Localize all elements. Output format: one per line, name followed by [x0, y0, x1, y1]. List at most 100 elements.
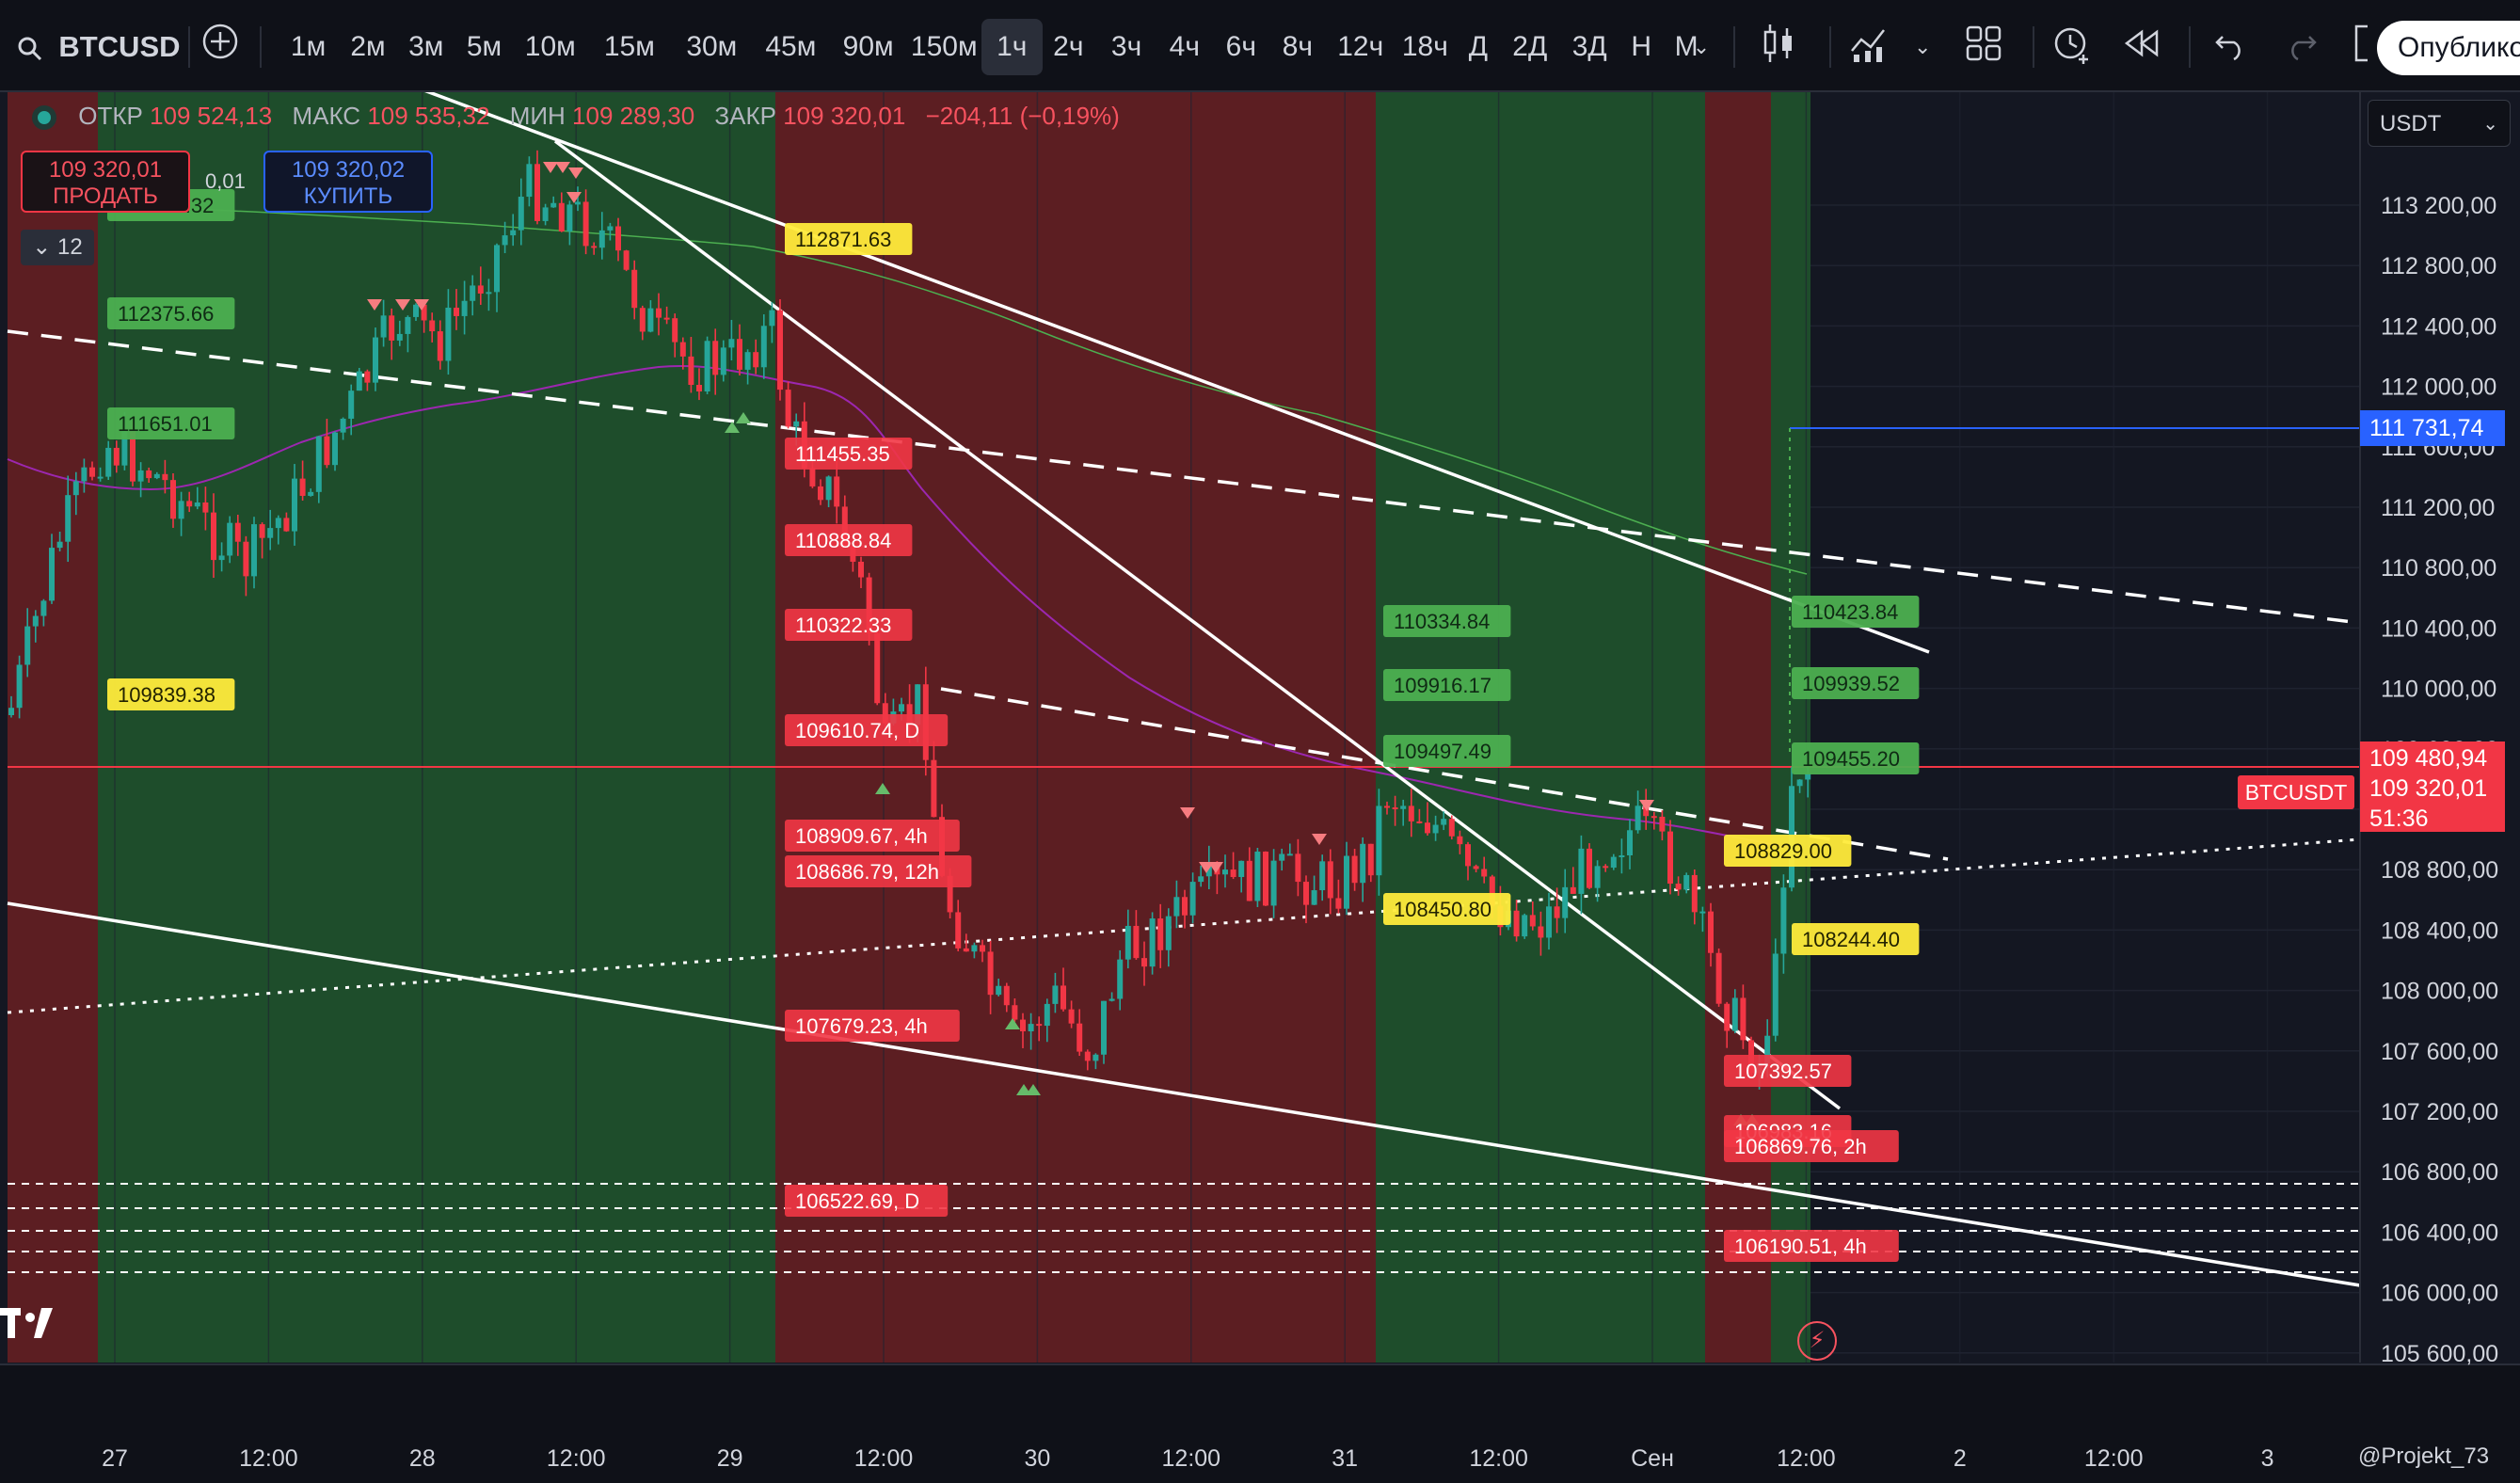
level-label-box	[785, 1185, 949, 1217]
publish-button[interactable]: Опубликовать	[2377, 21, 2520, 75]
timeframe-17[interactable]: 18ч	[1401, 31, 1448, 62]
level-label-text: 106869.76, 2h	[1734, 1135, 1867, 1158]
status-dot	[38, 111, 51, 125]
time-axis-label: 12:00	[239, 1445, 298, 1472]
currency-select[interactable]: USDT ⌄	[2368, 100, 2511, 147]
candle-body	[251, 524, 257, 577]
price-axis-label: 106 000,00	[2381, 1281, 2498, 1307]
candle-body	[72, 481, 79, 496]
collapse-indicators-button[interactable]: ⌄ 12	[21, 230, 94, 265]
timeframe-9[interactable]: 150м	[910, 31, 978, 62]
time-axis-label: 2	[1954, 1445, 1967, 1472]
timeframe-16[interactable]: 12ч	[1337, 31, 1384, 62]
fullscreen-icon[interactable]	[2351, 23, 2369, 75]
alert-clock-icon[interactable]	[2051, 23, 2093, 75]
timeframe-3[interactable]: 5м	[466, 31, 502, 62]
candle-body	[454, 307, 459, 316]
symbol-price-label: BTCUSDT	[2238, 775, 2354, 809]
candle-body	[32, 615, 39, 627]
timeframe-2[interactable]: 3м	[408, 31, 444, 62]
candle-body	[1659, 816, 1666, 832]
timeframe-22[interactable]: М	[1674, 31, 1699, 62]
candle-body	[1764, 1035, 1771, 1063]
candle-body	[874, 632, 881, 704]
candle-body	[421, 304, 427, 321]
chart-canvas[interactable]: 113100.32112375.66111651.01109839.381128…	[0, 92, 2520, 1483]
candle-body	[1457, 836, 1463, 845]
price-axis-label: 112 400,00	[2381, 313, 2496, 340]
timeframe-15[interactable]: 8ч	[1282, 31, 1314, 62]
timeframe-12[interactable]: 3ч	[1110, 31, 1142, 62]
candle-body	[1044, 1003, 1050, 1027]
candle-body	[1101, 1000, 1107, 1055]
candle-body	[542, 207, 549, 221]
trendline-dotted	[7, 837, 2361, 1014]
symbol-search[interactable]: BTCUSD	[17, 21, 181, 73]
undo-icon[interactable]	[2213, 26, 2247, 79]
candle-body	[598, 230, 605, 248]
replay-icon[interactable]	[2123, 24, 2161, 77]
timeframe-14[interactable]: 6ч	[1225, 31, 1256, 62]
redo-icon[interactable]	[2285, 26, 2319, 79]
candle-body	[1796, 779, 1803, 787]
candle-body	[1522, 915, 1528, 937]
timeframe-18[interactable]: Д	[1468, 31, 1489, 62]
timeframe-11[interactable]: 2ч	[1053, 31, 1084, 62]
candle-body	[550, 202, 557, 208]
timeframe-8[interactable]: 90м	[842, 31, 894, 62]
candle-body	[785, 390, 791, 427]
buy-button[interactable]: 109 320,02 КУПИТЬ	[263, 151, 433, 213]
tradingview-logo[interactable]	[0, 1306, 66, 1340]
level-label-text: 111651.01	[118, 412, 213, 436]
timeframe-13[interactable]: 4ч	[1169, 31, 1200, 62]
indicators-icon[interactable]	[1848, 23, 1890, 75]
level-label-box	[1792, 742, 1920, 774]
timeframe-7[interactable]: 45м	[765, 31, 817, 62]
timeframe-19[interactable]: 2Д	[1512, 31, 1548, 62]
lightning-icon[interactable]: ⚡	[1797, 1321, 1837, 1361]
candle-body	[202, 502, 209, 513]
candle-body	[234, 522, 241, 542]
red-zone	[8, 92, 98, 1363]
level-label-text: 109497.49	[1394, 740, 1491, 763]
price-axis-label: 106 400,00	[2381, 1220, 2498, 1246]
candle-body	[97, 476, 104, 479]
candle-body	[1068, 1009, 1075, 1024]
close-label: ЗАКР	[714, 102, 776, 130]
timeframe-10[interactable]: 1ч	[981, 19, 1043, 75]
candles-chart-type-icon[interactable]	[1762, 23, 1795, 75]
candle-body	[1384, 805, 1390, 808]
price-tag-blue[interactable]: 111 731,74	[2360, 410, 2505, 446]
candle-body	[858, 561, 864, 578]
chevron-down-icon[interactable]: ⌄	[1914, 35, 1932, 58]
sell-button[interactable]: 109 320,01 ПРОДАТЬ	[21, 151, 190, 213]
candle-body	[1263, 852, 1268, 906]
timeframes-chevron-icon[interactable]: ⌄	[1692, 35, 1711, 58]
timeframe-4[interactable]: 10м	[524, 31, 576, 62]
candle-body	[760, 326, 767, 368]
timeframe-1[interactable]: 2м	[350, 31, 386, 62]
candle-body	[575, 201, 581, 205]
high-label: МАКС	[292, 102, 361, 130]
timeframe-20[interactable]: 3Д	[1571, 31, 1607, 62]
candle-body	[1529, 915, 1536, 927]
time-axis[interactable]: 27 12:00 28 12:00 29 12:00 30 12:00 31 12:00 Сен 12…	[102, 1445, 2273, 1472]
chart-area[interactable]: 113100.32112375.66111651.01109839.381128…	[0, 92, 2520, 1483]
compare-add-icon[interactable]	[201, 23, 239, 75]
layout-grid-icon[interactable]	[1965, 24, 2002, 77]
candle-body	[494, 245, 500, 293]
candle-body	[1108, 998, 1115, 1001]
timeframe-0[interactable]: 1м	[290, 31, 327, 62]
timeframe-6[interactable]: 30м	[686, 31, 738, 62]
candle-body	[510, 230, 517, 236]
candle-body	[178, 501, 184, 519]
time-axis-label: 12:00	[854, 1445, 914, 1472]
candle-body	[1205, 866, 1212, 877]
price-tag-current[interactable]: 109 480,94 109 320,01 51:36	[2360, 742, 2505, 832]
candle-body	[259, 524, 265, 538]
level-label-box	[107, 678, 235, 710]
candle-body	[615, 226, 621, 251]
timeframe-21[interactable]: Н	[1631, 31, 1651, 62]
candle-body	[866, 577, 872, 633]
timeframe-5[interactable]: 15м	[603, 31, 655, 62]
